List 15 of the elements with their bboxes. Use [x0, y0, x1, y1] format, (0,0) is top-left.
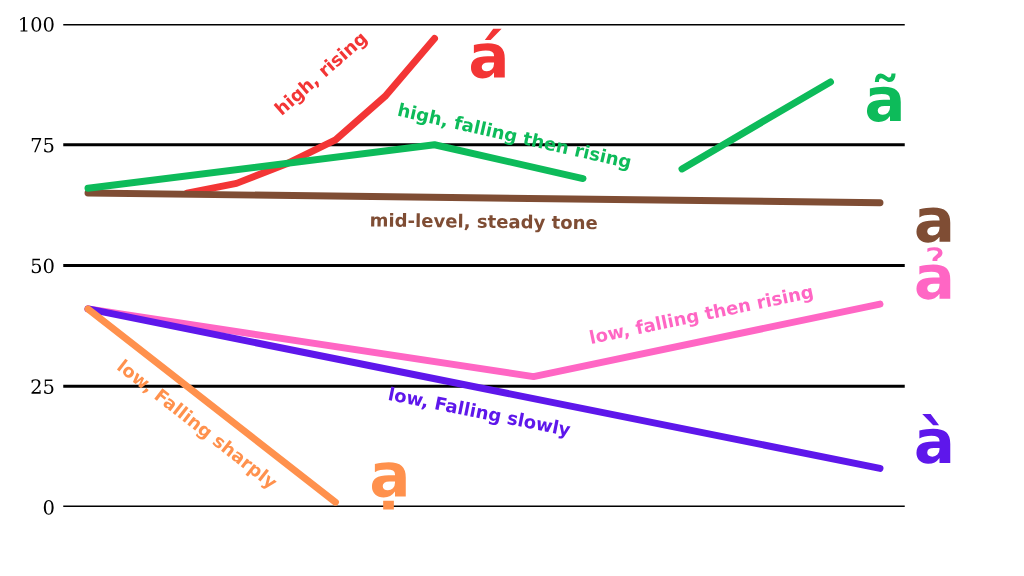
text: low, falling then rising — [589, 284, 814, 348]
text: ả — [916, 247, 951, 300]
text: low, Falling slowly — [387, 386, 572, 441]
y-tick-label: 75 — [31, 137, 54, 153]
text: à — [916, 414, 951, 464]
series-label: mid-level, steady tone — [371, 212, 597, 234]
y-tick-label: 50 — [31, 258, 54, 274]
annotation: ạ — [371, 462, 406, 510]
text: a — [916, 207, 951, 243]
annotation: ã — [866, 73, 901, 122]
y-tick-label: 25 — [31, 379, 54, 394]
text: high, falling then rising — [397, 102, 632, 173]
y-tick-label: 100 — [20, 16, 54, 32]
y-tick-label: 0 — [43, 499, 54, 515]
annotation: á — [470, 28, 505, 79]
